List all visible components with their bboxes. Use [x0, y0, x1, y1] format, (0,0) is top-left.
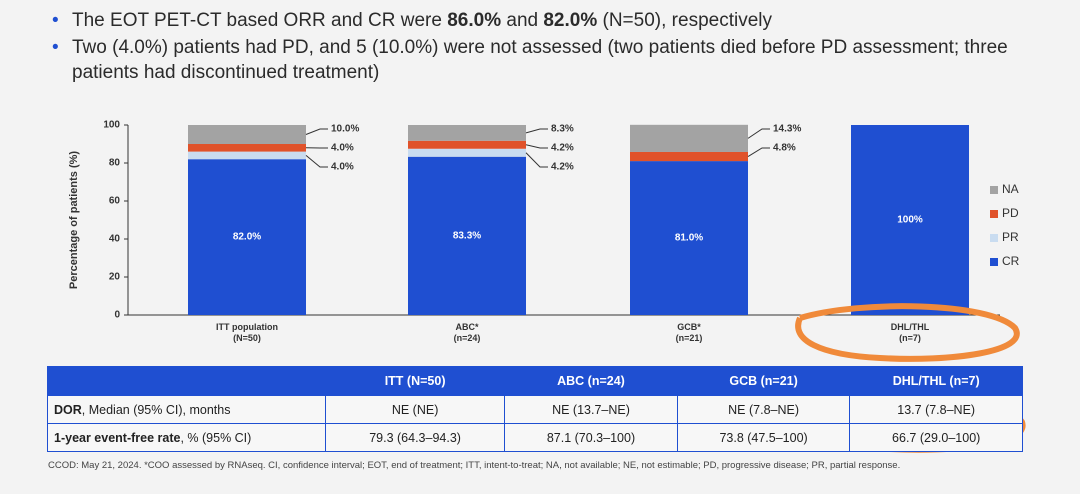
value-label: 4.8%	[773, 143, 796, 154]
bar-segment	[630, 151, 748, 162]
header-cell: DHL/THL (n=7)	[849, 366, 1023, 396]
bar-segment	[630, 161, 748, 315]
footnote: CCOD: May 21, 2024. *COO assessed by RNA…	[48, 460, 901, 471]
bullet-text: (N=50), respectively	[597, 10, 773, 31]
table-row: DOR, Median (95% CI), months NE (NE) NE (1…	[47, 395, 1023, 424]
table-cell: 79.3 (64.3–94.3)	[324, 423, 506, 452]
legend-label: NA	[1002, 182, 1019, 196]
legend-label: PR	[1002, 230, 1019, 244]
y-axis-label: Percentage of patients (%)	[68, 151, 80, 289]
leader-line	[747, 128, 770, 139]
legend-swatch	[990, 186, 998, 194]
value-label: 81.0%	[675, 233, 703, 244]
row-label-bold: DOR	[54, 402, 82, 417]
table-cell: 66.7 (29.0–100)	[849, 423, 1023, 452]
bullet: The EOT PET-CT based ORR and CR were 86.…	[48, 8, 1008, 33]
header-cell	[47, 366, 326, 396]
bullet-list: The EOT PET-CT based ORR and CR were 86.…	[48, 8, 1008, 87]
value-label: 4.0%	[331, 162, 354, 173]
bullet-text: and	[501, 10, 544, 31]
bullet-text: 86.0%	[447, 10, 502, 31]
x-tick-label: ABC* (n=24)	[453, 322, 481, 343]
table-cell: NE (13.7–NE)	[504, 395, 678, 424]
row-label: 1-year event-free rate, % (95% CI)	[47, 423, 326, 452]
value-label: 4.0%	[331, 143, 354, 154]
leader-line	[747, 147, 770, 157]
table-header: ITT (N=50) ABC (n=24) GCB (n=21) DHL/THL (n…	[47, 366, 1023, 396]
row-label-bold: 1-year event-free rate	[54, 430, 181, 445]
table-cell: 73.8 (47.5–100)	[676, 423, 851, 452]
x-tick-label: ITT population (N=50)	[216, 322, 278, 343]
row-label: DOR, Median (95% CI), months	[47, 395, 326, 424]
bar-segment	[188, 151, 306, 160]
leader-line	[305, 155, 328, 168]
row-label-text: , Median (95% CI), months	[81, 402, 231, 417]
y-tick-label: 40	[109, 234, 121, 245]
x-tick-label: DHL/THL (n=7)	[890, 322, 930, 343]
legend-swatch	[990, 234, 998, 242]
table-cell: NE (7.8–NE)	[676, 395, 851, 424]
value-label: 4.2%	[551, 162, 574, 173]
leader-line	[525, 128, 548, 134]
value-label: 4.2%	[551, 143, 574, 154]
table-cell: 87.1 (70.3–100)	[504, 423, 678, 452]
chart: Percentage of patients (%) 0 20 40 60 80 100 8…	[68, 120, 1020, 321]
value-label: 83.3%	[453, 231, 481, 242]
header-cell: ABC (n=24)	[504, 366, 678, 396]
value-label: 100%	[897, 215, 923, 226]
table-cell: NE (NE)	[324, 395, 506, 424]
y-tick-label: 100	[103, 120, 120, 131]
bar-segment	[188, 125, 306, 144]
legend-swatch	[990, 210, 998, 218]
legend-swatch	[990, 258, 998, 266]
bullet-text: The EOT PET-CT based ORR and CR were	[72, 10, 448, 31]
y-tick-label: 0	[114, 310, 120, 321]
row-label-text: , % (95% CI)	[180, 430, 252, 445]
bar-segment	[408, 125, 526, 141]
leader-line	[305, 128, 328, 135]
value-label: 14.3%	[773, 124, 801, 135]
value-label: 10.0%	[331, 124, 359, 135]
bullet: Two (4.0%) patients had PD, and 5 (10.0%…	[48, 35, 1008, 85]
bar-segment	[408, 140, 526, 149]
bullet-text: 82.0%	[543, 10, 598, 31]
value-label: 82.0%	[233, 232, 261, 243]
value-label: 8.3%	[551, 124, 574, 135]
y-tick-label: 60	[109, 196, 121, 207]
table-row: 1-year event-free rate, % (95% CI) 79.3 (…	[47, 423, 1023, 452]
bar-segment	[188, 144, 306, 152]
results-table: ITT (N=50) ABC (n=24) GCB (n=21) DHL/THL (n…	[47, 366, 1023, 452]
bullet-text: Two (4.0%) patients had PD, and 5 (10.0%…	[72, 37, 1008, 83]
legend-label: PD	[1002, 206, 1019, 220]
y-tick-label: 20	[109, 272, 121, 283]
table-body: DOR, Median (95% CI), months NE (NE) NE (1…	[47, 395, 1023, 452]
leader-line	[525, 144, 548, 149]
x-tick-label: GCB* (n=21)	[675, 322, 703, 343]
y-tick-label: 80	[109, 158, 121, 169]
bar-segment	[408, 148, 526, 157]
table-cell: 13.7 (7.8–NE)	[849, 395, 1023, 424]
legend-label: CR	[1002, 254, 1020, 268]
header-cell: ITT (N=50)	[324, 366, 506, 396]
bar-segment	[188, 159, 306, 315]
bar-segment	[851, 125, 969, 315]
leader-line	[525, 152, 548, 168]
header-cell: GCB (n=21)	[676, 366, 851, 396]
bar-segment	[630, 124, 748, 152]
bar-segment	[408, 156, 526, 315]
